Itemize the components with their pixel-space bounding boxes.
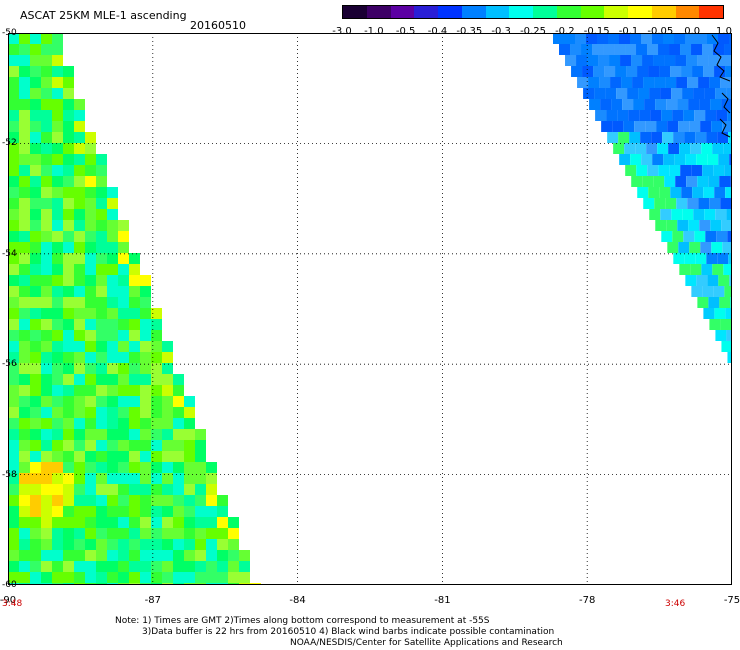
color-scale-swatch (438, 6, 462, 18)
color-scale-swatch (580, 6, 605, 18)
latitude-label: -52 (2, 138, 17, 149)
latitude-label: -58 (2, 469, 17, 480)
latitude-label: -50 (2, 28, 17, 38)
longitude-label: -81 (434, 595, 451, 606)
color-scale-label: -0.1 (618, 26, 639, 37)
color-scale-swatch (628, 6, 652, 18)
color-scale-label: -0.05 (647, 26, 674, 37)
color-scale-swatch (366, 6, 391, 18)
swath-left (8, 33, 261, 585)
color-scale-label: -0.5 (395, 26, 416, 37)
swath-map (8, 33, 732, 585)
color-scale-swatch (461, 6, 486, 18)
color-scale-swatch (604, 6, 628, 18)
color-scale-swatch (343, 6, 367, 18)
color-scale-label: -0.4 (427, 26, 448, 37)
color-scale-label: -1.0 (364, 26, 384, 37)
time-left: 3:48 (2, 599, 23, 609)
color-scale-swatch (509, 6, 533, 18)
color-scale-swatch (675, 6, 700, 18)
color-scale-swatch (533, 6, 557, 18)
map-title: ASCAT 25KM MLE-1 ascending (20, 9, 187, 22)
color-scale-bar (342, 5, 724, 19)
color-scale-label: -0.3 (491, 26, 511, 37)
note-line-3: NOAA/NESDIS/Center for Satellite Applica… (290, 638, 563, 648)
color-scale-swatch (699, 6, 723, 18)
time-right: 3:46 (665, 599, 686, 609)
map-panel (8, 33, 732, 585)
latitude-label: -60 (2, 580, 17, 590)
longitude-label: -87 (144, 595, 161, 606)
map-frame (8, 33, 732, 585)
color-scale-label: -0.2 (555, 26, 575, 37)
longitude-label: -75 (723, 595, 740, 606)
color-scale-label: -0.25 (520, 26, 546, 37)
longitude-label: -78 (579, 595, 596, 606)
note-line-2: 3)Data buffer is 22 hrs from 20160510 4)… (142, 627, 555, 637)
color-scale-swatch (390, 6, 415, 18)
color-scale-label: 0.0 (684, 26, 701, 37)
swath-right (553, 33, 732, 363)
coastline (711, 34, 731, 138)
color-scale-label: 1.0 (716, 26, 732, 37)
color-scale-label: -0.15 (583, 26, 610, 37)
color-scale-swatch (556, 6, 581, 18)
color-scale-swatch (414, 6, 438, 18)
color-scale-label: -0.35 (456, 26, 483, 37)
map-date: 20160510 (190, 19, 246, 32)
color-scale-swatch (485, 6, 510, 18)
latitude-label: -54 (2, 248, 17, 259)
color-scale-swatch (651, 6, 676, 18)
longitude-label: -90 (0, 595, 17, 606)
color-scale-labels: -3.0 -1.0 -0.5 -0.4 -0.35 -0.3 -0.25 -0.2 -0.15-… (330, 26, 740, 38)
grid-lines (8, 33, 732, 585)
color-scale-label: -3.0 (332, 26, 352, 37)
note-line-1: Note: 1) Times are GMT 2)Times along bot… (115, 616, 490, 626)
longitude-label: -84 (289, 595, 306, 606)
latitude-label: -56 (2, 359, 17, 370)
